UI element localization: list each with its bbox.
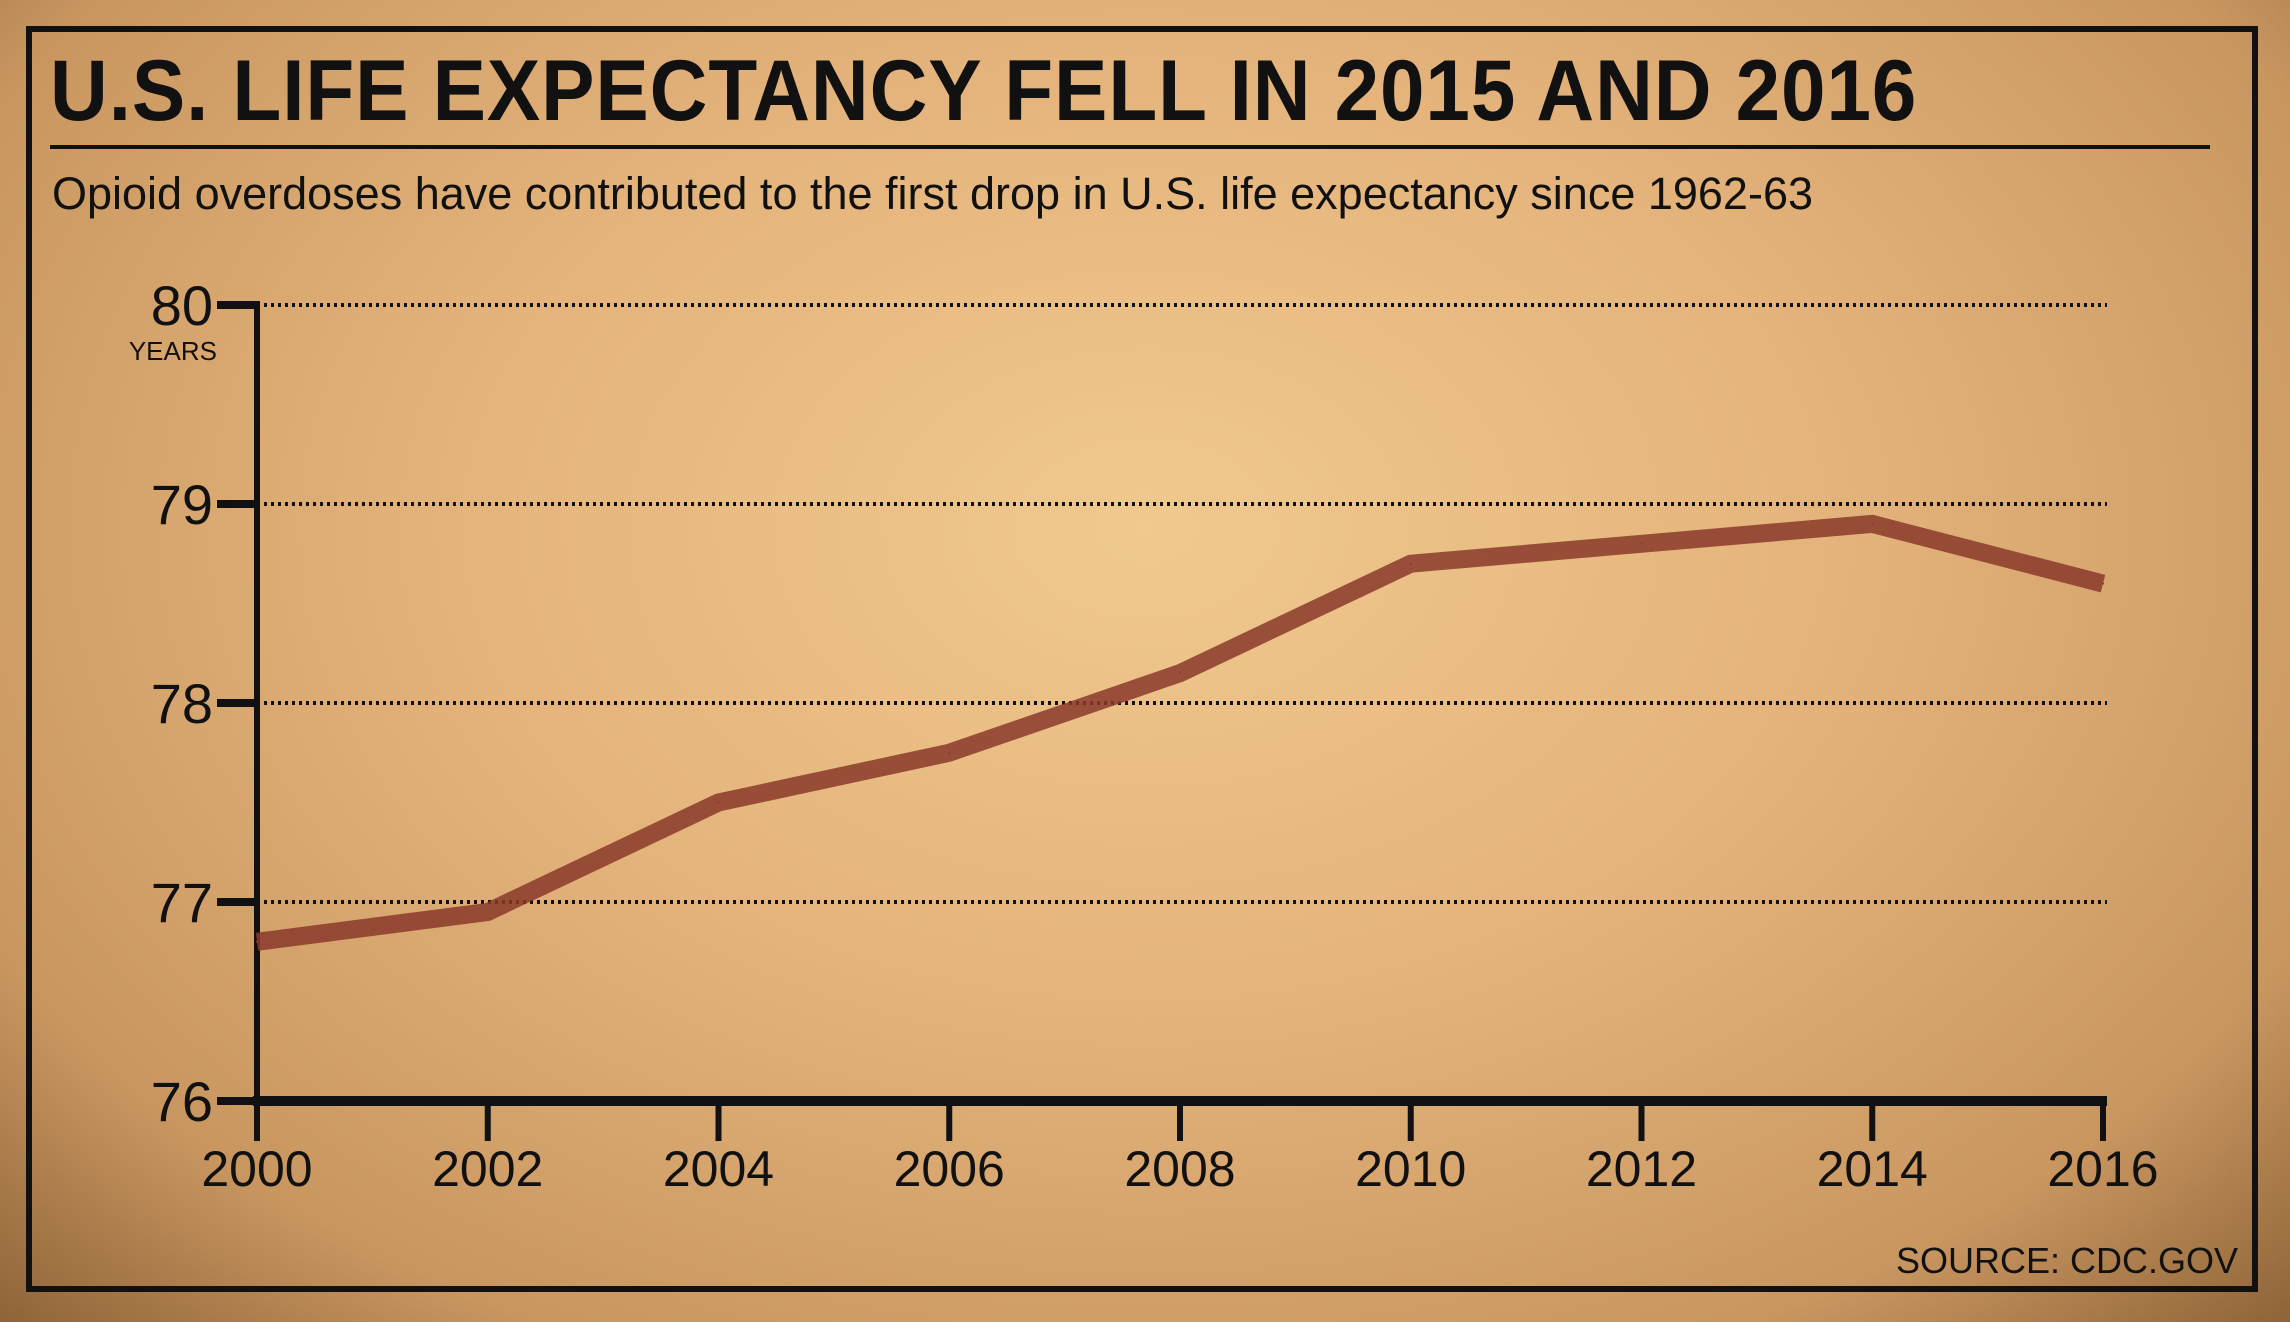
data-point: [948, 751, 951, 754]
chart-title: U.S. LIFE EXPECTANCY FELL IN 2015 AND 20…: [50, 43, 1918, 139]
x-tick-label: 2012: [1586, 1141, 1697, 1197]
source-note: SOURCE: CDC.GOV: [1895, 1240, 2238, 1281]
x-tick-label: 2002: [432, 1141, 543, 1197]
data-point: [256, 940, 258, 943]
x-tick-label: 2016: [2047, 1141, 2158, 1197]
y-tick-label: 80: [151, 274, 213, 337]
x-tick-label: 2014: [1817, 1141, 1928, 1197]
data-point: [2102, 582, 2104, 585]
x-tick-label: 2006: [894, 1141, 1005, 1197]
series-line: [255, 514, 2106, 951]
chart-frame: [26, 26, 2258, 1292]
x-tick-label: 2010: [1355, 1141, 1466, 1197]
title-rule: [50, 145, 2210, 149]
data-point: [1409, 562, 1412, 565]
y-tick-label: 79: [151, 473, 213, 536]
data-point: [1871, 522, 1874, 525]
chart-subtitle: Opioid overdoses have contributed to the…: [52, 168, 1813, 219]
x-tick-label: 2008: [1124, 1141, 1235, 1197]
y-tick-label: 76: [151, 1070, 213, 1133]
x-tick-label: 2000: [201, 1141, 312, 1197]
data-point: [717, 801, 720, 804]
data-point: [1179, 672, 1181, 675]
y-axis-label: YEARS: [129, 336, 217, 366]
x-tick-label: 2004: [663, 1141, 774, 1197]
data-point: [1640, 542, 1643, 545]
data-point: [486, 910, 489, 913]
y-tick-label: 78: [151, 672, 213, 735]
y-tick-label: 77: [151, 871, 213, 934]
